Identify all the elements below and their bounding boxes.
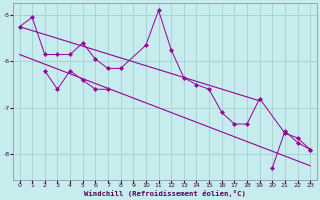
X-axis label: Windchill (Refroidissement éolien,°C): Windchill (Refroidissement éolien,°C) [84, 190, 246, 197]
